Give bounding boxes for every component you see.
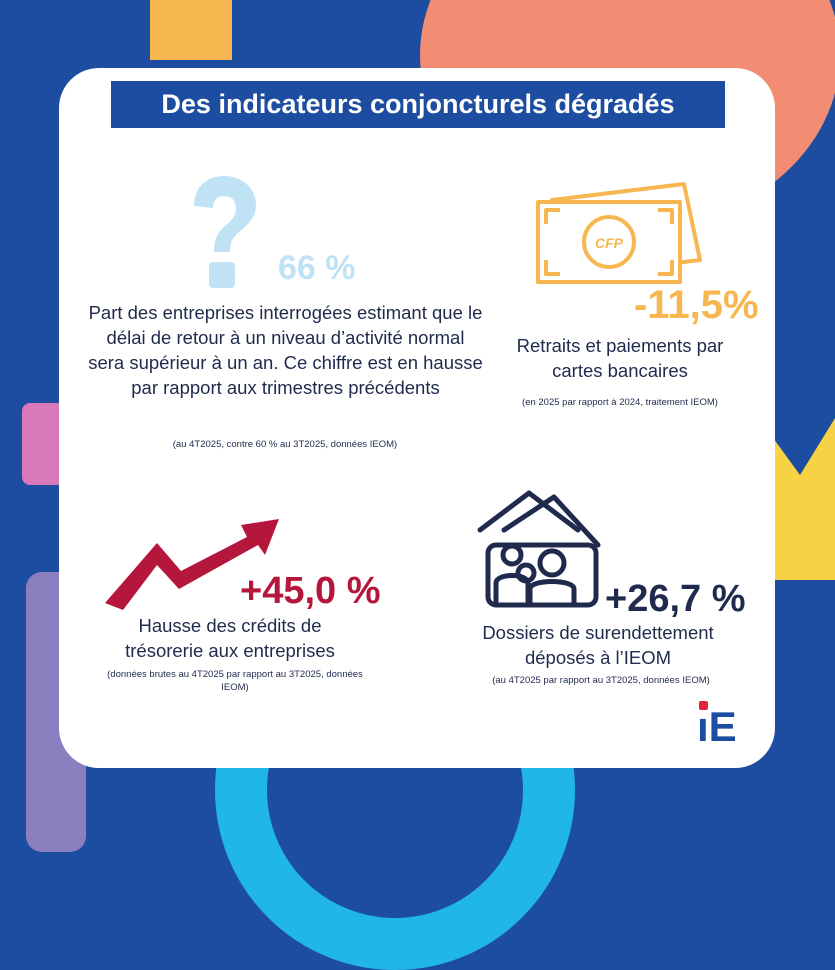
indicator-3-description: Hausse des crédits de trésorerie aux ent…: [125, 615, 335, 661]
indicator-2-description: Retraits et paiements par cartes bancair…: [516, 335, 724, 381]
decor-yellow-chevron: [760, 418, 835, 580]
indicator-4-value: +26,7 %: [605, 578, 746, 620]
family-house-icon: [477, 490, 601, 608]
banknote-cfp-label: CFP: [595, 235, 624, 251]
indicator-3-note: (données brutes au 4T2025 par rapport au…: [107, 669, 363, 693]
indicator-1-description: Part des entreprises interrogées estiman…: [88, 302, 483, 398]
indicator-1-note: (au 4T2025, contre 60 % au 3T2025, donné…: [172, 439, 398, 450]
indicator-4-note: (au 4T2025 par rapport au 3T2025, donnée…: [492, 675, 710, 686]
decor-orange-block: [150, 0, 232, 60]
indicator-3-value: +45,0 %: [240, 570, 381, 612]
content-card: [59, 68, 775, 768]
question-mark-icon: [194, 176, 256, 288]
page-title: Des indicateurs conjoncturels dégradés: [111, 81, 725, 128]
indicator-2-value: -11,5%: [634, 283, 759, 327]
indicator-4-description: Dossiers de surendettement déposés à l’I…: [482, 622, 714, 668]
indicator-2-note: (en 2025 par rapport à 2024, traitement …: [522, 397, 718, 408]
rising-arrow-icon: [105, 519, 279, 610]
indicator-1-value: 66 %: [278, 249, 356, 287]
banknote-icon: CFP: [536, 182, 702, 284]
